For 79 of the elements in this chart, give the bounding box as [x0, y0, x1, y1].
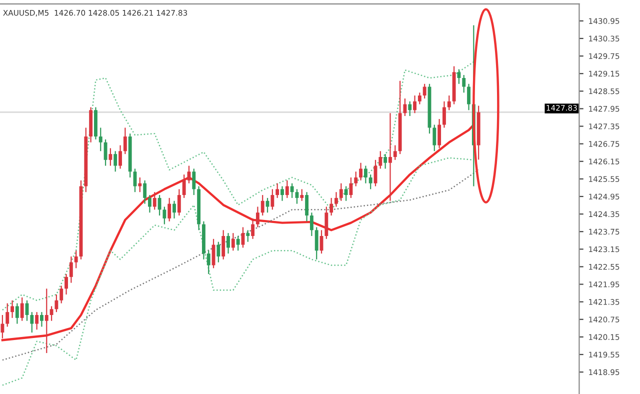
candlestick [108, 148, 112, 166]
line-series [2, 157, 474, 386]
candlestick [44, 288, 48, 354]
candlestick [162, 206, 166, 225]
candlestick [462, 74, 466, 94]
candlestick [349, 176, 353, 198]
candlestick [378, 150, 382, 170]
candlestick [54, 294, 58, 313]
candlestick [324, 206, 328, 240]
candlestick [413, 94, 416, 114]
candlestick [339, 182, 343, 202]
candlestick [104, 138, 108, 166]
candlestick [226, 232, 230, 254]
candlestick [432, 124, 436, 152]
candlestick [98, 127, 102, 152]
candlestick [64, 273, 68, 296]
candlestick [388, 112, 392, 202]
candlestick [467, 83, 470, 111]
candlestick [438, 118, 442, 149]
candlestick [251, 218, 255, 240]
candlestick [60, 285, 64, 304]
candlestick [30, 312, 34, 334]
candlestick [50, 306, 54, 322]
candlestick [15, 302, 19, 324]
candlestick [192, 168, 196, 196]
candlestick [143, 180, 147, 204]
candlestick [408, 100, 412, 117]
candlestick [442, 100, 446, 128]
candlestick [256, 206, 260, 228]
candlestick [216, 241, 220, 263]
candlestick [310, 212, 314, 237]
candlestick [231, 232, 235, 252]
candlestick [300, 188, 304, 202]
candlestick [280, 186, 284, 202]
candlestick [359, 162, 362, 181]
candlestick [236, 235, 240, 252]
candlestick [368, 174, 372, 190]
candlestick [422, 83, 426, 100]
candlestick [270, 188, 274, 210]
candlestick [457, 68, 461, 84]
candlestick [6, 302, 10, 328]
line-series [2, 169, 480, 361]
candlestick [177, 188, 181, 216]
candlestick [10, 300, 14, 318]
candlestick [206, 250, 210, 275]
candlestick [344, 186, 348, 202]
candlestick [20, 296, 24, 322]
candlestick [69, 256, 73, 284]
candlestick [114, 150, 118, 172]
candlestick [172, 200, 176, 219]
candlestick [152, 192, 156, 210]
candlestick [354, 171, 358, 187]
candlestick [330, 197, 334, 216]
candlestick [123, 127, 127, 155]
candlestick [305, 192, 308, 222]
candlestick [447, 94, 451, 111]
candlestick [148, 194, 152, 214]
candlestick [295, 188, 299, 204]
candlestick [393, 144, 397, 160]
candlestick [40, 312, 44, 328]
candlestick [314, 226, 318, 260]
candlestick [35, 312, 39, 330]
candlestick [182, 174, 186, 198]
candlestick [246, 230, 250, 242]
candlestick [334, 192, 338, 208]
candlestick [285, 180, 289, 198]
candlestick [0, 314, 4, 339]
candlestick [74, 250, 78, 269]
candlestick [290, 182, 294, 198]
candlestick [276, 182, 280, 198]
candlestick [168, 197, 172, 222]
candlestick [118, 144, 122, 170]
candlestick [418, 92, 422, 105]
candlestick [403, 98, 407, 117]
candlestick [222, 230, 226, 260]
candlestick [384, 154, 388, 170]
candlestick [260, 194, 264, 216]
line-series [2, 61, 474, 311]
candlestick [364, 165, 368, 184]
